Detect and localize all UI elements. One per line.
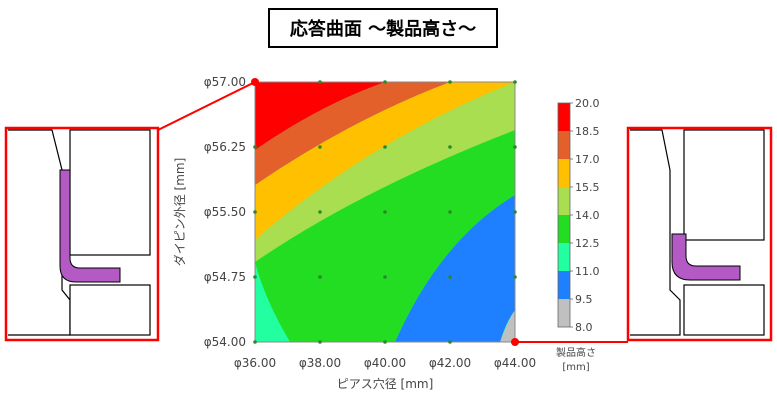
sample-point: [383, 275, 387, 279]
colorbar-segment: [558, 131, 570, 159]
chart-title: 応答曲面 〜製品高さ〜: [268, 8, 498, 48]
colorbar-tick-label: 17.0: [575, 153, 600, 166]
sample-point: [318, 80, 322, 84]
colorbar-tick-label: 12.5: [575, 237, 600, 250]
y-tick-label: φ54.75: [204, 270, 246, 284]
x-axis-label: ピアス穴径 [mm]: [337, 376, 434, 391]
left-cross-section-inset: [4, 126, 160, 342]
sample-point: [318, 340, 322, 344]
sample-point: [513, 210, 517, 214]
y-axis-label: ダイピン外径 [mm]: [172, 158, 187, 267]
y-tick-label: φ56.25: [204, 140, 246, 154]
contour-fill: [255, 82, 515, 342]
connector-line-left: [157, 81, 256, 131]
highlighted-point: [511, 338, 519, 346]
colorbar-tick-label: 18.5: [575, 125, 600, 138]
sample-point: [448, 340, 452, 344]
sample-point: [253, 210, 257, 214]
sample-point: [383, 340, 387, 344]
x-axis-ticks: φ36.00 φ38.00 φ40.00 φ42.00 φ44.00: [234, 356, 536, 370]
colorbar-tick-label: 11.0: [575, 265, 600, 278]
x-tick-label: φ40.00: [364, 356, 406, 370]
sample-point: [318, 275, 322, 279]
sample-point: [513, 145, 517, 149]
colorbar-tick-label: 9.5: [575, 293, 593, 306]
sample-point: [253, 275, 257, 279]
colorbar-label-line2: [mm]: [562, 362, 589, 373]
sample-point: [448, 145, 452, 149]
colorbar-tick-label: 20.0: [575, 97, 600, 110]
colorbar-segment: [558, 159, 570, 187]
y-axis-ticks: φ57.00 φ56.25 φ55.50 φ54.75 φ54.00: [204, 75, 246, 349]
colorbar-label-line1: 製品高さ: [556, 346, 596, 359]
x-tick-label: φ36.00: [234, 356, 276, 370]
colorbar-segment: [558, 187, 570, 215]
y-tick-label: φ57.00: [204, 75, 246, 89]
colorbar-tick-label: 14.0: [575, 209, 600, 222]
sample-point: [448, 80, 452, 84]
colorbar-tick-label: 8.0: [575, 321, 593, 334]
sample-point: [513, 275, 517, 279]
colorbar-tick-label: 15.5: [575, 181, 600, 194]
sample-point: [383, 210, 387, 214]
colorbar-segment: [558, 299, 570, 327]
colorbar-segment: [558, 271, 570, 299]
sample-point: [253, 145, 257, 149]
highlighted-point: [251, 78, 259, 86]
sample-point: [513, 80, 517, 84]
y-tick-label: φ54.00: [204, 335, 246, 349]
sample-point: [383, 145, 387, 149]
right-cross-section-inset: [626, 126, 773, 342]
sample-point: [318, 145, 322, 149]
x-tick-label: φ44.00: [494, 356, 536, 370]
colorbar-segment: [558, 215, 570, 243]
colorbar: 20.0 18.5 17.0 15.5 14.0 12.5 11.0 9.5 8.0: [557, 97, 600, 334]
x-tick-label: φ42.00: [429, 356, 471, 370]
sample-point: [383, 80, 387, 84]
sample-point: [318, 210, 322, 214]
colorbar-segment: [558, 103, 570, 131]
highlighted-points: [251, 78, 519, 346]
sample-point: [448, 275, 452, 279]
colorbar-segment: [558, 243, 570, 271]
x-tick-label: φ38.00: [299, 356, 341, 370]
sample-point: [253, 340, 257, 344]
y-tick-label: φ55.50: [204, 205, 246, 219]
sample-point: [448, 210, 452, 214]
